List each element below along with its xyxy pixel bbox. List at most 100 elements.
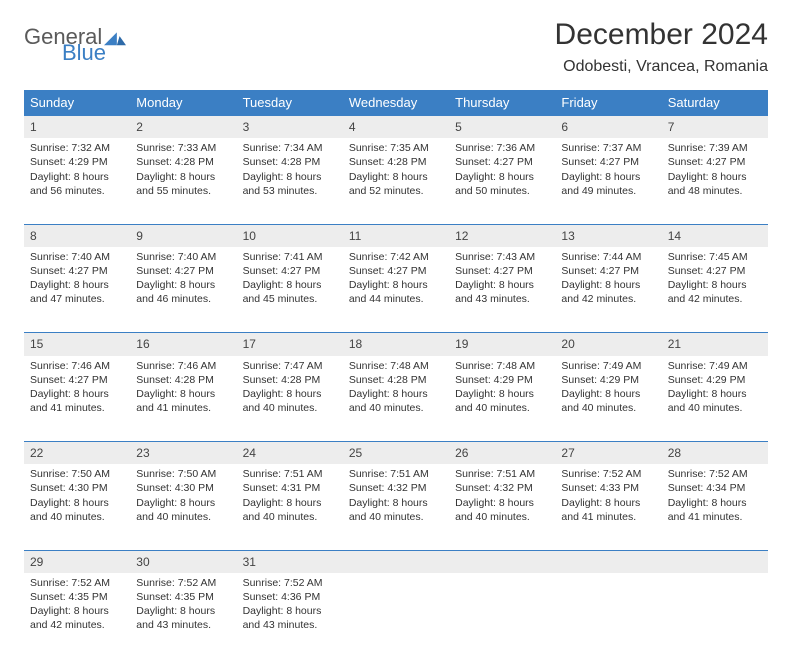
day-number-cell: 1 (24, 116, 130, 139)
day-sunrise: Sunrise: 7:49 AM (668, 359, 762, 373)
location: Odobesti, Vrancea, Romania (555, 58, 768, 76)
day-number: 10 (243, 229, 256, 243)
day-sunset: Sunset: 4:29 PM (30, 155, 124, 169)
weekday-header: Sunday (24, 90, 130, 116)
day-day: Daylight: 8 hours and 48 minutes. (668, 170, 762, 198)
day-day: Daylight: 8 hours and 41 minutes. (668, 496, 762, 524)
day-body-cell: Sunrise: 7:51 AMSunset: 4:31 PMDaylight:… (237, 464, 343, 550)
day-sunrise: Sunrise: 7:36 AM (455, 141, 549, 155)
day-number: 11 (349, 229, 361, 243)
day-day: Daylight: 8 hours and 41 minutes. (30, 387, 124, 415)
day-body-cell: Sunrise: 7:33 AMSunset: 4:28 PMDaylight:… (130, 138, 236, 224)
day-number-cell: 5 (449, 116, 555, 139)
calendar-table: Sunday Monday Tuesday Wednesday Thursday… (24, 90, 768, 659)
day-sunrise: Sunrise: 7:44 AM (561, 250, 655, 264)
day-number: 31 (243, 555, 256, 569)
day-number-cell: 6 (555, 116, 661, 139)
day-number-cell (343, 550, 449, 573)
day-day: Daylight: 8 hours and 56 minutes. (30, 170, 124, 198)
day-body-cell: Sunrise: 7:48 AMSunset: 4:29 PMDaylight:… (449, 356, 555, 442)
day-sunset: Sunset: 4:27 PM (349, 264, 443, 278)
day-number: 3 (243, 120, 250, 134)
day-sunrise: Sunrise: 7:51 AM (349, 467, 443, 481)
day-day: Daylight: 8 hours and 40 minutes. (561, 387, 655, 415)
weekday-header: Friday (555, 90, 661, 116)
day-sunset: Sunset: 4:27 PM (668, 264, 762, 278)
day-sunrise: Sunrise: 7:52 AM (561, 467, 655, 481)
day-sunrise: Sunrise: 7:52 AM (136, 576, 230, 590)
day-body-cell: Sunrise: 7:37 AMSunset: 4:27 PMDaylight:… (555, 138, 661, 224)
day-number: 23 (136, 446, 149, 460)
day-number: 25 (349, 446, 362, 460)
day-sunset: Sunset: 4:27 PM (136, 264, 230, 278)
day-sunrise: Sunrise: 7:32 AM (30, 141, 124, 155)
day-day: Daylight: 8 hours and 43 minutes. (455, 278, 549, 306)
day-number-cell: 29 (24, 550, 130, 573)
day-body-cell: Sunrise: 7:52 AMSunset: 4:36 PMDaylight:… (237, 573, 343, 659)
day-body-cell: Sunrise: 7:46 AMSunset: 4:27 PMDaylight:… (24, 356, 130, 442)
day-day: Daylight: 8 hours and 45 minutes. (243, 278, 337, 306)
weekday-header: Wednesday (343, 90, 449, 116)
day-body-cell (662, 573, 768, 659)
day-number: 21 (668, 337, 681, 351)
weekday-header: Tuesday (237, 90, 343, 116)
day-number-cell: 3 (237, 116, 343, 139)
day-body-cell: Sunrise: 7:47 AMSunset: 4:28 PMDaylight:… (237, 356, 343, 442)
day-sunset: Sunset: 4:27 PM (243, 264, 337, 278)
day-number: 9 (136, 229, 143, 243)
day-number-cell: 21 (662, 333, 768, 356)
day-body-cell: Sunrise: 7:52 AMSunset: 4:35 PMDaylight:… (24, 573, 130, 659)
day-sunset: Sunset: 4:29 PM (561, 373, 655, 387)
day-body-cell: Sunrise: 7:43 AMSunset: 4:27 PMDaylight:… (449, 247, 555, 333)
day-number: 12 (455, 229, 468, 243)
day-day: Daylight: 8 hours and 40 minutes. (136, 496, 230, 524)
day-sunset: Sunset: 4:32 PM (349, 481, 443, 495)
day-body-cell: Sunrise: 7:36 AMSunset: 4:27 PMDaylight:… (449, 138, 555, 224)
day-number-cell: 2 (130, 116, 236, 139)
day-number: 2 (136, 120, 143, 134)
day-number-cell (555, 550, 661, 573)
day-body-cell: Sunrise: 7:52 AMSunset: 4:33 PMDaylight:… (555, 464, 661, 550)
day-sunrise: Sunrise: 7:51 AM (243, 467, 337, 481)
day-number-cell: 25 (343, 442, 449, 465)
week-row: Sunrise: 7:32 AMSunset: 4:29 PMDaylight:… (24, 138, 768, 224)
day-number-cell: 18 (343, 333, 449, 356)
daynum-row: 1234567 (24, 116, 768, 139)
weekday-header: Thursday (449, 90, 555, 116)
day-number: 14 (668, 229, 681, 243)
day-body-cell (449, 573, 555, 659)
day-body-cell: Sunrise: 7:34 AMSunset: 4:28 PMDaylight:… (237, 138, 343, 224)
day-number: 6 (561, 120, 568, 134)
day-number-cell (449, 550, 555, 573)
day-number: 5 (455, 120, 462, 134)
day-sunrise: Sunrise: 7:41 AM (243, 250, 337, 264)
weekday-header: Monday (130, 90, 236, 116)
day-sunset: Sunset: 4:34 PM (668, 481, 762, 495)
day-day: Daylight: 8 hours and 42 minutes. (668, 278, 762, 306)
header: General Blue December 2024 Odobesti, Vra… (24, 18, 768, 76)
day-day: Daylight: 8 hours and 46 minutes. (136, 278, 230, 306)
day-sunrise: Sunrise: 7:39 AM (668, 141, 762, 155)
day-sunrise: Sunrise: 7:51 AM (455, 467, 549, 481)
day-body-cell: Sunrise: 7:50 AMSunset: 4:30 PMDaylight:… (24, 464, 130, 550)
day-body-cell: Sunrise: 7:40 AMSunset: 4:27 PMDaylight:… (130, 247, 236, 333)
day-number-cell: 17 (237, 333, 343, 356)
day-sunset: Sunset: 4:27 PM (455, 155, 549, 169)
day-number-cell: 16 (130, 333, 236, 356)
day-day: Daylight: 8 hours and 40 minutes. (243, 496, 337, 524)
day-day: Daylight: 8 hours and 43 minutes. (243, 604, 337, 632)
day-number-cell: 15 (24, 333, 130, 356)
day-sunset: Sunset: 4:29 PM (455, 373, 549, 387)
day-day: Daylight: 8 hours and 53 minutes. (243, 170, 337, 198)
day-sunrise: Sunrise: 7:46 AM (30, 359, 124, 373)
day-sunrise: Sunrise: 7:48 AM (455, 359, 549, 373)
day-day: Daylight: 8 hours and 40 minutes. (243, 387, 337, 415)
day-sunrise: Sunrise: 7:52 AM (30, 576, 124, 590)
day-number: 13 (561, 229, 574, 243)
day-sunrise: Sunrise: 7:52 AM (668, 467, 762, 481)
week-row: Sunrise: 7:52 AMSunset: 4:35 PMDaylight:… (24, 573, 768, 659)
day-sunset: Sunset: 4:27 PM (561, 264, 655, 278)
day-day: Daylight: 8 hours and 42 minutes. (30, 604, 124, 632)
day-sunset: Sunset: 4:28 PM (243, 155, 337, 169)
day-number: 15 (30, 337, 43, 351)
